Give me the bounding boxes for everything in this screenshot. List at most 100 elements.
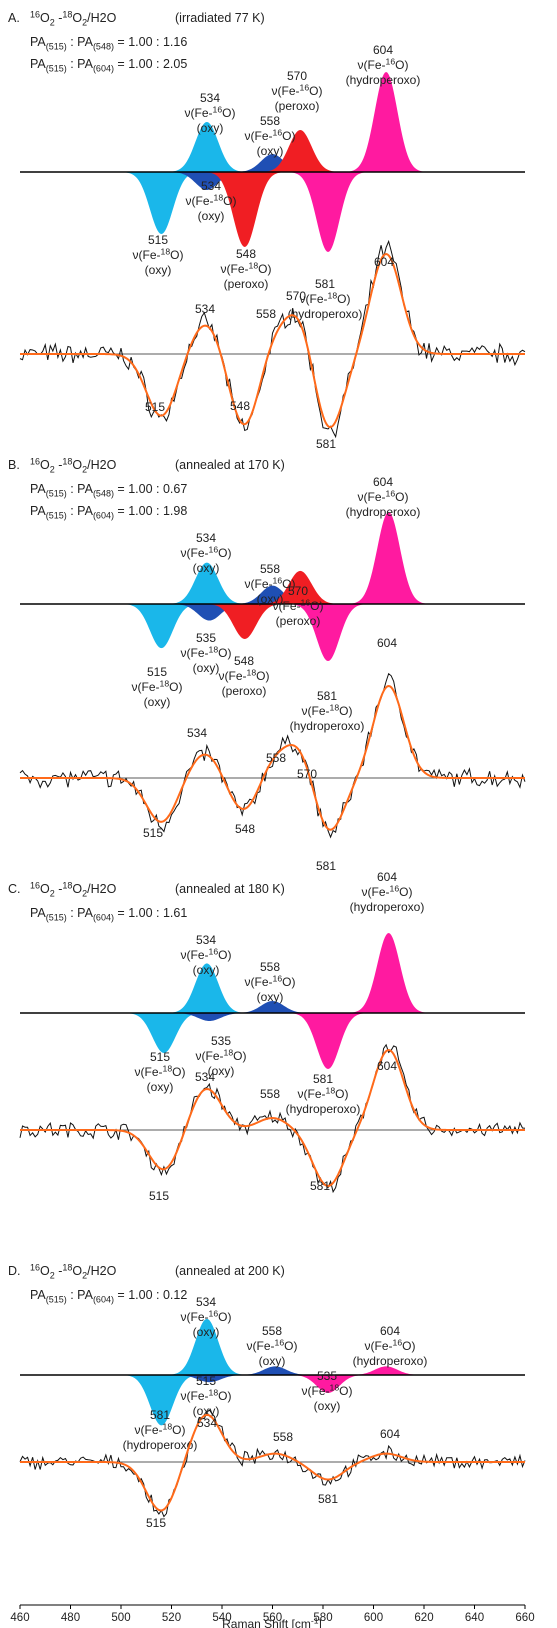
x-axis: 460 480 500 520 540 560 580 600 620 640 660 Raman S… <box>10 1604 535 1628</box>
component-peak-605-16O <box>20 72 525 172</box>
component-label: 581 <box>313 1072 333 1086</box>
component-label: 535 <box>317 1369 337 1383</box>
component-label: 534 <box>201 179 221 193</box>
component-label: ν(Fe-16O) <box>272 82 323 98</box>
component-label: ν(Fe-18O) <box>135 1421 186 1437</box>
component-label: ν(Fe-16O) <box>185 104 236 120</box>
component-label: 534 <box>196 531 216 545</box>
difference-peak-label: 570 <box>286 289 306 303</box>
difference-peak-label: 604 <box>380 1427 400 1441</box>
component-label: (peroxo) <box>222 684 267 698</box>
component-label: (oxy) <box>145 263 172 277</box>
component-label: 604 <box>377 870 397 884</box>
component-label: 604 <box>373 475 393 489</box>
component-label: 604 <box>373 43 393 57</box>
fit-difference-trace <box>20 1413 525 1512</box>
component-label: 515 <box>150 1050 170 1064</box>
x-tick-label: 500 <box>111 1612 130 1624</box>
difference-peak-label: 558 <box>273 1430 293 1444</box>
component-peak-582-18O <box>20 1013 525 1069</box>
component-label: ν(Fe-18O) <box>302 1382 353 1398</box>
component-label: ν(Fe-16O) <box>181 1308 232 1324</box>
component-peak-560-16O <box>20 154 525 172</box>
fit-difference-trace <box>20 253 525 429</box>
component-label: (oxy) <box>193 963 220 977</box>
component-peak-517-18O <box>20 1013 525 1053</box>
difference-peak-label: 515 <box>146 1516 166 1530</box>
component-label: ν(Fe-18O) <box>181 1387 232 1403</box>
x-tick-label: 520 <box>162 1612 181 1624</box>
component-label: ν(Fe-18O) <box>196 1047 247 1063</box>
component-label: 535 <box>211 1034 231 1048</box>
difference-peak-label: 604 <box>377 636 397 650</box>
ratio-text: PA(515) : PA(548) = 1.00 : 1.16 <box>30 35 187 52</box>
component-peak-516-18O <box>20 604 525 649</box>
panel-label: D. <box>8 1264 21 1278</box>
component-label: (peroxo) <box>275 99 320 113</box>
panel-condition: (irradiated 77 K) <box>175 11 265 25</box>
panel-species: 16O2 -18O2/H2O <box>30 880 117 898</box>
component-label: (oxy) <box>208 1064 235 1078</box>
component-label: (hydroperoxo) <box>286 1102 361 1116</box>
component-label: (hydroperoxo) <box>290 719 365 733</box>
difference-peak-label: 581 <box>310 1179 330 1193</box>
component-label: (oxy) <box>144 695 171 709</box>
component-peak-560-16O <box>20 585 525 604</box>
component-label: (hydroperoxo) <box>346 73 421 87</box>
difference-peak-label: 534 <box>187 726 207 740</box>
component-label: ν(Fe-16O) <box>245 973 296 989</box>
component-label: (oxy) <box>193 561 220 575</box>
difference-peak-label: 548 <box>230 399 250 413</box>
component-label: ν(Fe-18O) <box>133 246 184 262</box>
component-label: 581 <box>150 1408 170 1422</box>
difference-peak-label: 581 <box>316 859 336 873</box>
panel-label: A. <box>8 11 20 25</box>
component-label: ν(Fe-18O) <box>132 678 183 694</box>
x-tick-label: 480 <box>61 1612 80 1624</box>
component-label: ν(Fe-16O) <box>358 488 409 504</box>
component-label: 534 <box>196 933 216 947</box>
component-peak-535-18O <box>20 1013 525 1021</box>
difference-peak-label: 534 <box>195 302 215 316</box>
ratio-text: PA(515) : PA(604) = 1.00 : 1.98 <box>30 504 187 521</box>
experimental-difference-trace <box>19 239 526 439</box>
x-tick-label: 600 <box>364 1612 383 1624</box>
component-label: ν(Fe-18O) <box>298 1085 349 1101</box>
component-label: 558 <box>260 114 280 128</box>
component-peak-561-16O <box>20 1366 525 1375</box>
component-label: (oxy) <box>197 121 224 135</box>
component-label: 515 <box>147 665 167 679</box>
component-label: ν(Fe-16O) <box>245 575 296 591</box>
difference-peak-label: 515 <box>149 1189 169 1203</box>
component-label: 558 <box>260 960 280 974</box>
component-label: ν(Fe-16O) <box>247 1337 298 1353</box>
component-label: 548 <box>234 654 254 668</box>
component-label: (oxy) <box>198 209 225 223</box>
x-tick-label: 620 <box>414 1612 433 1624</box>
component-label: ν(Fe-16O) <box>273 597 324 613</box>
x-tick-label: 460 <box>10 1612 29 1624</box>
panel-B: B. 16O2 -18O2/H2O (annealed at 170 K) PA(51… <box>8 456 526 873</box>
component-peak-582-18O <box>20 172 525 252</box>
experimental-difference-trace <box>19 1409 526 1518</box>
difference-peak-label: 534 <box>197 1416 217 1430</box>
component-peak-516-18O <box>20 172 525 234</box>
difference-peak-label: 558 <box>266 751 286 765</box>
difference-peak-label: 581 <box>318 1492 338 1506</box>
component-label: (oxy) <box>257 592 284 606</box>
component-label: 558 <box>262 1324 282 1338</box>
panel-D: D. 16O2 -18O2/H2O (annealed at 200 K) PA(51… <box>8 1262 526 1530</box>
component-label: 581 <box>317 689 337 703</box>
component-label: (oxy) <box>259 1354 286 1368</box>
component-label: (oxy) <box>147 1080 174 1094</box>
difference-peak-label: 558 <box>256 307 276 321</box>
component-peak-549-18O <box>20 172 525 247</box>
component-label: ν(Fe-16O) <box>181 946 232 962</box>
difference-peak-label: 604 <box>377 1059 397 1073</box>
component-label: 570 <box>287 69 307 83</box>
component-label: 515 <box>196 1374 216 1388</box>
component-label: ν(Fe-16O) <box>365 1337 416 1353</box>
panel-label: B. <box>8 458 20 472</box>
component-label: ν(Fe-18O) <box>186 192 237 208</box>
